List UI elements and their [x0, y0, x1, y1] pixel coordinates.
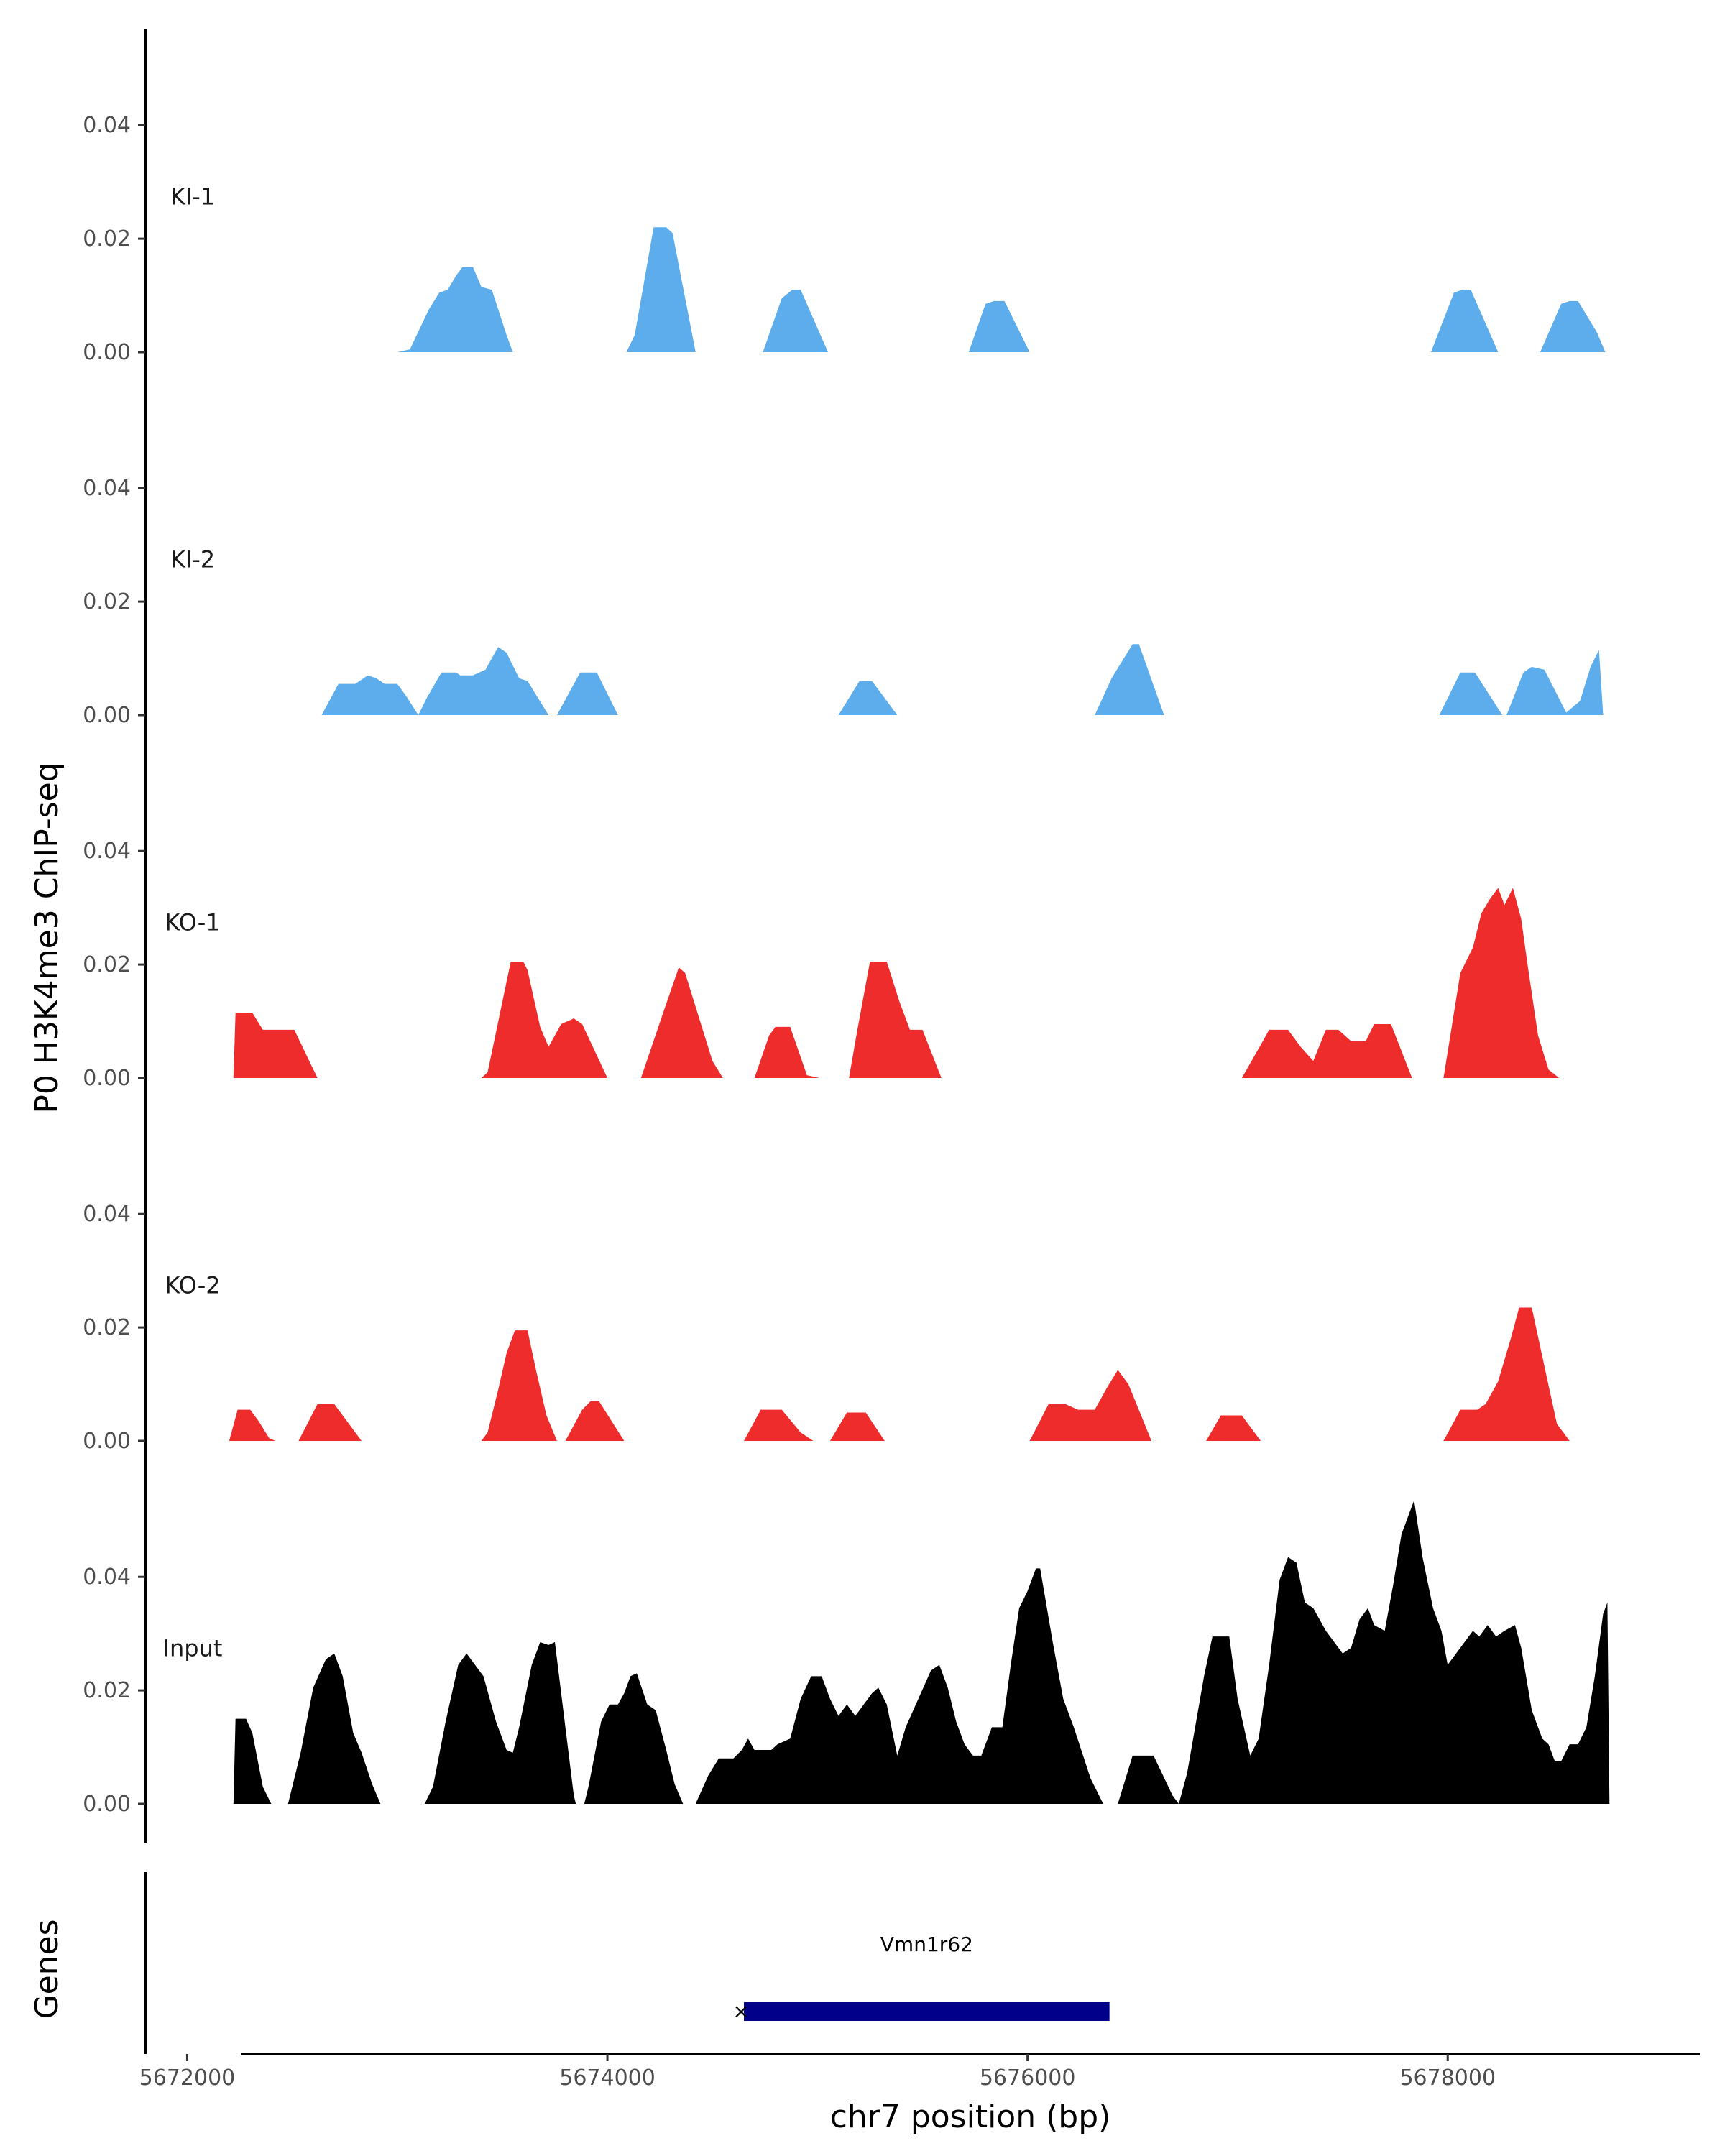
coverage-peak [754, 1026, 820, 1078]
coverage-peak [626, 227, 696, 352]
coverage-peak [418, 647, 549, 715]
y-tick-label: 0.02 [83, 1315, 131, 1340]
coverage-peak [565, 1401, 625, 1441]
coverage-peak [1443, 1307, 1570, 1441]
coverage-peak [1506, 666, 1568, 715]
y-tick-label: 0.04 [83, 1202, 131, 1227]
track-label: KO-1 [165, 909, 220, 936]
coverage-peak [1118, 1755, 1179, 1804]
coverage-peak [829, 1412, 885, 1441]
coverage-peak [1095, 644, 1164, 715]
coverage-peak [1430, 290, 1499, 352]
track-panel: 0.00 0.02 0.04 KI-2 [83, 392, 1604, 755]
track-label: Input [163, 1635, 223, 1662]
coverage-peak [1439, 672, 1503, 715]
y-tick-label: 0.02 [83, 226, 131, 252]
coverage-peak [556, 672, 618, 715]
coverage-peak [1540, 300, 1606, 352]
coverage-peak [298, 1404, 362, 1441]
coverage-peak [233, 1013, 318, 1078]
track-panel: 0.00 0.02 0.04 KI-1 [83, 29, 1606, 392]
y-tick-label: 0.02 [83, 589, 131, 614]
track-label: KO-2 [165, 1272, 220, 1299]
y-tick-label: 0.00 [83, 703, 131, 728]
coverage-peak [1563, 650, 1604, 715]
track-label: KI-2 [170, 546, 215, 573]
x-tick-label: 5676000 [980, 2065, 1076, 2091]
track-panel: 0.00 0.02 0.04 KO-1 [83, 755, 1560, 1118]
coverage-peak [849, 962, 942, 1078]
coverage-peak [229, 1409, 276, 1441]
y-axis-title: P0 H3K4me3 ChIP-seq [29, 762, 65, 1113]
track-panel: 0.00 0.02 0.04 Input [83, 1480, 1610, 1843]
y-tick-label: 0.00 [83, 1429, 131, 1454]
coverage-peak [481, 1330, 557, 1441]
y-tick-label: 0.04 [83, 1565, 131, 1590]
y-tick-label: 0.04 [83, 476, 131, 501]
y-tick-label: 0.02 [83, 952, 131, 977]
coverage-peak [481, 962, 608, 1078]
coverage-peak [838, 681, 898, 715]
y-tick-label: 0.04 [83, 113, 131, 138]
x-axis-title: chr7 position (bp) [830, 2099, 1111, 2135]
x-tick-label: 5674000 [559, 2065, 656, 2091]
gene-label: Vmn1r62 [880, 1932, 973, 1956]
coverage-peak [233, 1718, 272, 1804]
y-tick-label: 0.04 [83, 839, 131, 864]
coverage-peak [321, 675, 418, 715]
genes-axis-title: Genes [29, 1919, 65, 2019]
coverage-peak [584, 1673, 684, 1804]
genes-panel: × Vmn1r62 [144, 1872, 1110, 2054]
track-label: KI-1 [170, 183, 215, 211]
y-tick-label: 0.00 [83, 1792, 131, 1817]
coverage-peak [1206, 1415, 1261, 1441]
x-tick-label: 5678000 [1399, 2065, 1496, 2091]
x-tick-label: 5672000 [139, 2065, 236, 2091]
x-axis: 5672000 5674000 5676000 5678000 [139, 2053, 1700, 2091]
coverage-peak [1029, 1370, 1152, 1441]
coverage-peak [1179, 1500, 1610, 1804]
coverage-peak [640, 967, 723, 1078]
coverage-peak [763, 290, 828, 352]
tracks-layer: 0.00 0.02 0.04 KI-1 0.00 0.02 0.04 KI-2 0.00 0.02… [83, 29, 1610, 1843]
coverage-peak [397, 267, 513, 352]
coverage-peak [968, 300, 1030, 352]
coverage-peak [424, 1642, 576, 1804]
coverage-peak [288, 1653, 381, 1804]
coverage-peak [1241, 1024, 1412, 1078]
track-panel: 0.00 0.02 0.04 KO-2 [83, 1118, 1570, 1480]
y-tick-label: 0.00 [83, 1066, 131, 1091]
coverage-peak [695, 1568, 1103, 1804]
y-tick-label: 0.00 [83, 340, 131, 365]
coverage-peak [1443, 888, 1560, 1078]
coverage-peak [744, 1409, 814, 1441]
gene-body [744, 2002, 1110, 2021]
y-tick-label: 0.02 [83, 1678, 131, 1703]
gene-strand-marker: × [732, 1999, 749, 2023]
